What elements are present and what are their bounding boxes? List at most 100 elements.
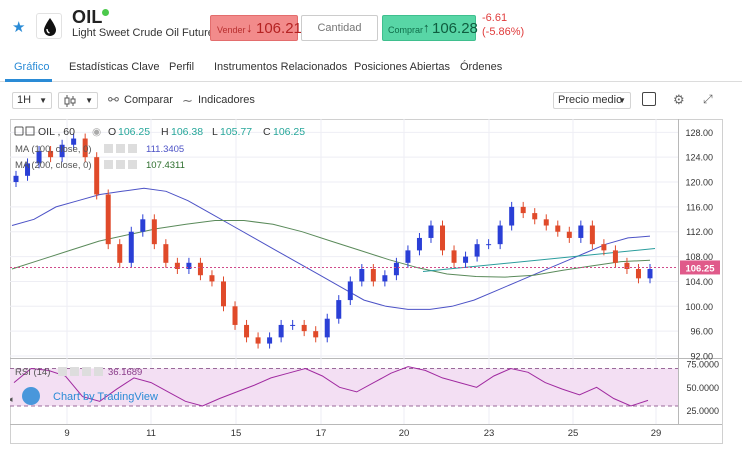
price-tick-label: 124.00: [685, 153, 713, 163]
candle-body: [347, 281, 353, 301]
time-tick-label: 23: [484, 428, 495, 439]
candle-body: [82, 138, 88, 158]
collapse-legend-icon[interactable]: [14, 126, 24, 136]
time-tick-label: 20: [399, 428, 410, 439]
indicators-button[interactable]: Indicadores: [198, 94, 255, 106]
candle-body: [94, 157, 100, 195]
candle-body: [474, 244, 480, 257]
ma200-value: 107.4311: [146, 160, 185, 171]
price-tick-label: 120.00: [685, 178, 713, 188]
sell-label: Vender: [217, 25, 246, 35]
price-tick-label: 92.00: [690, 352, 713, 362]
tradingview-cloud-icon: [22, 387, 40, 405]
candle-body: [197, 262, 203, 276]
close-label: C: [263, 126, 271, 138]
interval-select[interactable]: 1H ▼: [12, 92, 52, 109]
tab-instrumentos-relacionados[interactable]: Instrumentos Relacionados: [214, 61, 348, 73]
ma100-controls[interactable]: [104, 144, 137, 153]
high-value: 106.38: [171, 126, 203, 138]
legend-options-icon[interactable]: ◉: [92, 126, 101, 138]
rsi-band: [10, 368, 678, 406]
price-mode-select[interactable]: Precio medio ▼: [553, 92, 631, 109]
candle-body: [278, 324, 284, 338]
candle-body: [13, 175, 19, 183]
chart-canvas[interactable]: 128.00 124.00 120.00 116.00 112.00 108.00 104.…: [8, 119, 723, 444]
screenshot-icon[interactable]: [642, 92, 656, 106]
scroll-left-icon[interactable]: ◂: [8, 394, 13, 404]
gear-icon[interactable]: ⚙: [673, 92, 685, 107]
price-tick-label: 116.00: [686, 202, 713, 212]
instrument-logo: [36, 13, 62, 39]
candle-body: [635, 269, 641, 279]
chevron-down-icon: ▼: [39, 96, 47, 105]
candle-body: [209, 275, 215, 282]
ma200-controls[interactable]: [104, 160, 137, 169]
price-chart[interactable]: 128.00 124.00 120.00 116.00 112.00 108.00 104.…: [8, 119, 723, 444]
interval-value: 1H: [17, 94, 32, 106]
instrument-symbol: OIL: [72, 7, 103, 27]
rsi-value: 36.1689: [108, 367, 142, 378]
symbol-legend-icon: [25, 126, 35, 136]
quantity-input[interactable]: [301, 15, 378, 41]
time-tick-label: 11: [146, 428, 156, 439]
ma100-label: MA (100, close, 0): [15, 144, 92, 155]
price-pane: [10, 133, 678, 349]
tradingview-watermark[interactable]: Chart by TradingView ◂: [8, 387, 158, 405]
candle-body: [186, 262, 192, 270]
candle-body: [117, 244, 123, 263]
candle-body: [151, 219, 157, 245]
candle-body: [324, 318, 330, 338]
chevron-down-icon: ▼: [85, 96, 93, 105]
candle-body: [220, 281, 226, 307]
tab-estadisticas-clave[interactable]: Estadísticas Clave: [69, 61, 160, 73]
candle-body: [255, 337, 261, 344]
tab-grafico[interactable]: Gráfico: [14, 61, 50, 73]
candle-body: [440, 225, 446, 251]
chart-legend: OIL , 60 ◉ O 106.25 H 106.38 L 105.77 C …: [14, 126, 305, 378]
candle-body: [566, 231, 572, 238]
candle-body: [589, 225, 595, 245]
rsi-tick-label: 75.0000: [686, 359, 719, 369]
candle-body: [555, 225, 561, 232]
sell-button[interactable]: Vender ↓ 106.21: [210, 15, 302, 41]
time-tick-label: 29: [651, 428, 662, 439]
compare-button[interactable]: Comparar: [124, 94, 173, 106]
buy-button[interactable]: Comprar ↑ 106.28: [382, 15, 478, 41]
indicators-icon[interactable]: ∼: [182, 93, 193, 108]
candle-body: [428, 225, 434, 238]
candle-body: [370, 269, 376, 282]
time-tick-label: 17: [316, 428, 327, 439]
last-price-label: 106.25: [685, 263, 715, 274]
active-tab-indicator: [5, 79, 52, 82]
favorite-star-icon[interactable]: ★: [12, 19, 26, 36]
candle-body: [647, 269, 653, 279]
high-label: H: [161, 126, 169, 138]
fullscreen-icon[interactable]: ⤢: [703, 92, 713, 106]
tab-perfil[interactable]: Perfil: [169, 61, 195, 73]
rsi-tick-label: 25.0000: [686, 406, 719, 416]
rsi-controls[interactable]: [58, 367, 103, 376]
open-value: 106.25: [118, 126, 150, 138]
tab-posiciones-abiertas[interactable]: Posiciones Abiertas: [354, 61, 450, 73]
chart-type-select[interactable]: ▼: [58, 92, 98, 109]
price-tick-label: 100.00: [685, 302, 713, 312]
candle-body: [416, 237, 422, 251]
candle-body: [405, 250, 411, 263]
low-label: L: [212, 126, 218, 138]
candle-body: [105, 194, 111, 245]
rsi-line: [13, 366, 649, 407]
down-arrow-icon: ↓: [246, 20, 253, 35]
candle-body: [140, 219, 146, 232]
price-change: -6.61 (-5.86%): [482, 11, 524, 39]
tab-ordenes[interactable]: Órdenes: [460, 61, 503, 73]
chart-axes: 128.00 124.00 120.00 116.00 112.00 108.00 104.…: [64, 128, 720, 439]
candle-body: [48, 150, 54, 158]
compare-icon[interactable]: ⚯: [108, 92, 119, 107]
chart-toolbar: 1H ▼ ▼ ⚯ Comparar ∼ Indicadores Precio m…: [0, 86, 742, 114]
candle-body: [128, 231, 134, 263]
candle-body: [336, 300, 342, 319]
candle-body: [163, 244, 169, 263]
candle-body: [543, 219, 549, 226]
candle-body: [174, 262, 180, 270]
legend-symbol: OIL , 60: [38, 126, 75, 138]
